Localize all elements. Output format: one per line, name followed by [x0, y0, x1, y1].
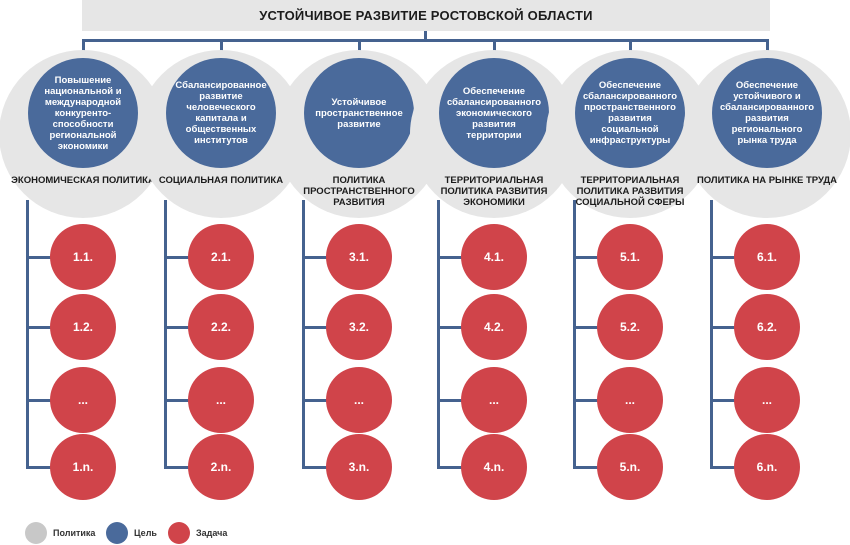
task-branch-3-2: [302, 326, 328, 329]
task-branch-2-4: [164, 466, 190, 469]
task-branch-4-3: [437, 399, 463, 402]
task-spine-5: [573, 200, 576, 468]
policy-label-4: ТЕРРИТОРИАЛЬНАЯ ПОЛИТИКА РАЗВИТИЯ ЭКОНОМ…: [440, 175, 548, 208]
goal-circle-5: Обеспечение сбалансированного пространст…: [575, 58, 685, 168]
policy-label-5: ТЕРРИТОРИАЛЬНАЯ ПОЛИТИКА РАЗВИТИЯ СОЦИАЛ…: [575, 175, 685, 208]
task-branch-1-1: [26, 256, 52, 259]
task-branch-3-1: [302, 256, 328, 259]
legend-swatch-1: [25, 522, 47, 544]
task-branch-4-1: [437, 256, 463, 259]
task-branch-2-2: [164, 326, 190, 329]
task-circle-1-4: 1.n.: [50, 434, 116, 500]
task-circle-5-2: 5.2.: [597, 294, 663, 360]
task-branch-6-1: [710, 256, 736, 259]
title-connector: [424, 31, 427, 41]
goal-circle-1: Повышение национальной и международной к…: [28, 58, 138, 168]
task-circle-1-2: 1.2.: [50, 294, 116, 360]
task-branch-5-4: [573, 466, 599, 469]
task-circle-6-4: 6.n.: [734, 434, 800, 500]
task-branch-2-3: [164, 399, 190, 402]
task-circle-6-1: 6.1.: [734, 224, 800, 290]
policy-label-1: ЭКОНОМИЧЕСКАЯ ПОЛИТИКА: [11, 175, 155, 186]
diagram-title: УСТОЙЧИВОЕ РАЗВИТИЕ РОСТОВСКОЙ ОБЛАСТИ: [82, 0, 770, 31]
task-branch-1-4: [26, 466, 52, 469]
policy-label-2: СОЦИАЛЬНАЯ ПОЛИТИКА: [158, 175, 284, 186]
task-branch-6-4: [710, 466, 736, 469]
task-branch-6-3: [710, 399, 736, 402]
goal-connector-4: [493, 39, 496, 59]
task-circle-4-2: 4.2.: [461, 294, 527, 360]
task-circle-3-1: 3.1.: [326, 224, 392, 290]
task-branch-2-1: [164, 256, 190, 259]
goal-connector-6: [766, 39, 769, 59]
task-branch-4-4: [437, 466, 463, 469]
goal-connector-5: [629, 39, 632, 59]
task-circle-6-3: ...: [734, 367, 800, 433]
task-branch-3-3: [302, 399, 328, 402]
task-circle-3-3: ...: [326, 367, 392, 433]
task-branch-6-2: [710, 326, 736, 329]
policy-label-3: ПОЛИТИКА ПРОСТРАНСТВЕННОГО РАЗВИТИЯ: [303, 175, 415, 208]
task-circle-3-2: 3.2.: [326, 294, 392, 360]
goal-connector-3: [358, 39, 361, 59]
legend-swatch-3: [168, 522, 190, 544]
task-branch-1-3: [26, 399, 52, 402]
legend-label-1: Политика: [53, 528, 96, 538]
policy-label-6: ПОЛИТИКА НА РЫНКЕ ТРУДА: [696, 175, 838, 186]
task-circle-6-2: 6.2.: [734, 294, 800, 360]
task-spine-1: [26, 200, 29, 468]
task-branch-5-1: [573, 256, 599, 259]
task-circle-1-3: ...: [50, 367, 116, 433]
task-circle-4-4: 4.n.: [461, 434, 527, 500]
legend-label-2: Цель: [134, 528, 157, 538]
goal-circle-2: Сбалансированное развитие человеческого …: [166, 58, 276, 168]
task-spine-3: [302, 200, 305, 468]
task-circle-5-4: 5.n.: [597, 434, 663, 500]
task-circle-2-2: 2.2.: [188, 294, 254, 360]
goal-circle-6: Обеспечение устойчивого и сбалансированн…: [712, 58, 822, 168]
task-branch-5-2: [573, 326, 599, 329]
task-circle-5-3: ...: [597, 367, 663, 433]
task-spine-6: [710, 200, 713, 468]
task-circle-2-3: ...: [188, 367, 254, 433]
legend-label-3: Задача: [196, 528, 228, 538]
task-branch-3-4: [302, 466, 328, 469]
goal-circle-3: Устойчивое пространственное развитие: [304, 58, 414, 168]
task-branch-1-2: [26, 326, 52, 329]
goal-connector-1: [82, 39, 85, 59]
task-spine-4: [437, 200, 440, 468]
task-circle-2-1: 2.1.: [188, 224, 254, 290]
task-circle-4-1: 4.1.: [461, 224, 527, 290]
task-spine-2: [164, 200, 167, 468]
task-circle-1-1: 1.1.: [50, 224, 116, 290]
task-circle-5-1: 5.1.: [597, 224, 663, 290]
goal-connector-2: [220, 39, 223, 59]
legend-swatch-2: [106, 522, 128, 544]
task-circle-4-3: ...: [461, 367, 527, 433]
task-circle-3-4: 3.n.: [326, 434, 392, 500]
goal-circle-4: Обеспечение сбалансированного экономичес…: [439, 58, 549, 168]
task-circle-2-4: 2.n.: [188, 434, 254, 500]
horizontal-bus: [83, 39, 769, 42]
task-branch-5-3: [573, 399, 599, 402]
task-branch-4-2: [437, 326, 463, 329]
